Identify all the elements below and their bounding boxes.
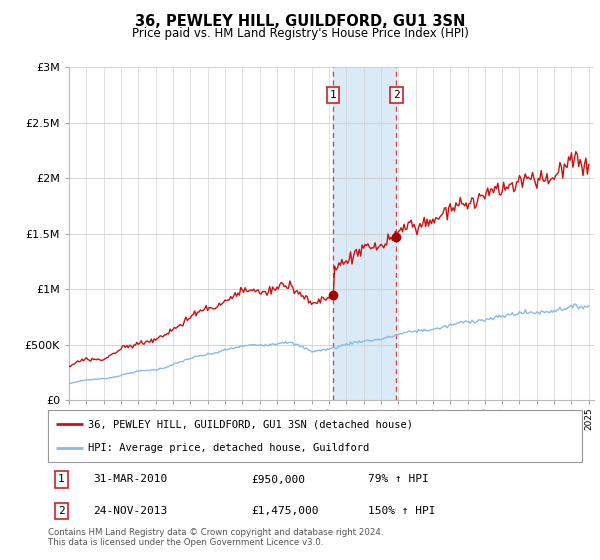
Text: Contains HM Land Registry data © Crown copyright and database right 2024.
This d: Contains HM Land Registry data © Crown c… (48, 528, 383, 547)
Text: 31-MAR-2010: 31-MAR-2010 (94, 474, 167, 484)
Text: £1,475,000: £1,475,000 (251, 506, 319, 516)
Text: £950,000: £950,000 (251, 474, 305, 484)
Text: 36, PEWLEY HILL, GUILDFORD, GU1 3SN: 36, PEWLEY HILL, GUILDFORD, GU1 3SN (135, 14, 465, 29)
Text: 2: 2 (58, 506, 65, 516)
Text: 2: 2 (393, 90, 400, 100)
Text: 79% ↑ HPI: 79% ↑ HPI (368, 474, 429, 484)
Text: Price paid vs. HM Land Registry's House Price Index (HPI): Price paid vs. HM Land Registry's House … (131, 27, 469, 40)
Text: 150% ↑ HPI: 150% ↑ HPI (368, 506, 436, 516)
Text: 36, PEWLEY HILL, GUILDFORD, GU1 3SN (detached house): 36, PEWLEY HILL, GUILDFORD, GU1 3SN (det… (88, 419, 413, 430)
Bar (333, 67, 397, 400)
Text: 24-NOV-2013: 24-NOV-2013 (94, 506, 167, 516)
Text: 1: 1 (330, 90, 337, 100)
Text: 1: 1 (58, 474, 65, 484)
FancyBboxPatch shape (48, 410, 582, 462)
Text: HPI: Average price, detached house, Guildford: HPI: Average price, detached house, Guil… (88, 443, 370, 453)
